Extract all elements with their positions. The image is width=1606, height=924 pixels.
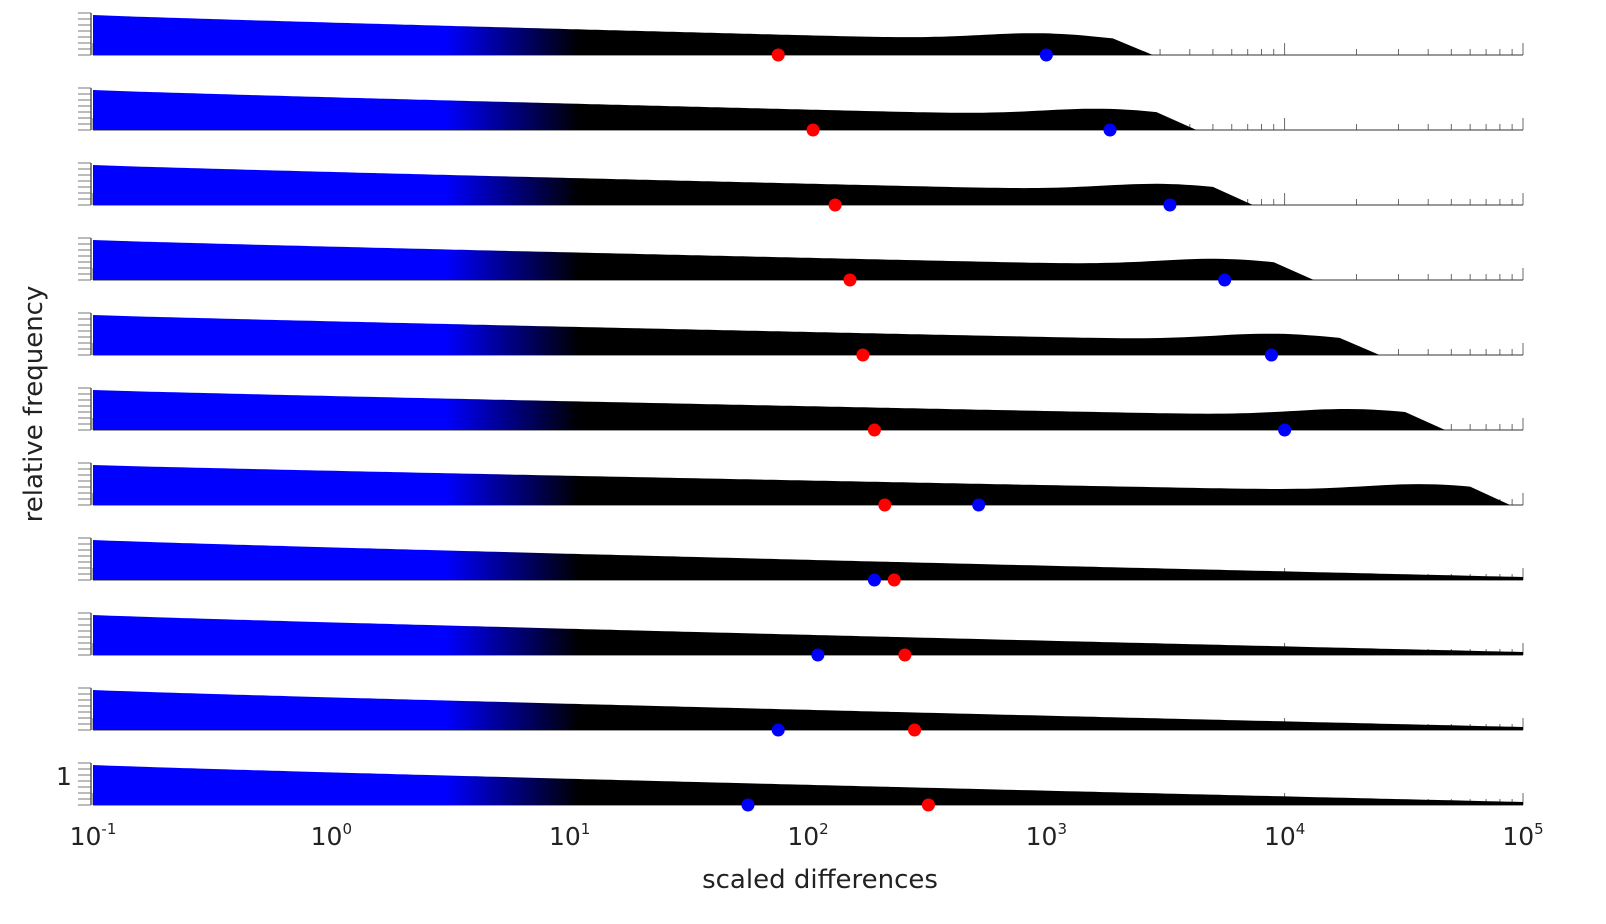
panel-distribution-area [93,765,1523,805]
blue-marker [1039,48,1053,62]
panel-2 [78,87,1524,137]
panel-7 [78,462,1524,512]
panel-3 [78,162,1524,212]
panel-distribution-area [93,15,1153,55]
red-marker [856,348,870,362]
panel-distribution-area [93,540,1523,580]
blue-marker [741,798,755,812]
panel-distribution-area [93,315,1380,355]
red-marker [921,798,935,812]
red-marker [843,273,857,287]
panel-10 [78,687,1524,737]
blue-marker [1218,273,1232,287]
blue-marker [1278,423,1292,437]
red-marker [828,198,842,212]
panel-11 [78,762,1524,812]
x-axis-title: scaled differences [702,865,938,895]
panel-9 [78,612,1524,662]
histogram-panels [78,12,1524,812]
red-marker [898,648,912,662]
panel-1 [78,12,1524,62]
red-marker [806,123,820,137]
x-tick-label: 10-1 [70,820,117,851]
x-tick-label: 102 [787,820,828,851]
x-tick-label: 103 [1026,820,1067,851]
red-marker [867,423,881,437]
panel-8 [78,537,1524,587]
panel-6 [78,387,1524,437]
blue-marker [867,573,881,587]
x-axis: 10-1 100 101 102 103 104 105 [70,820,1544,851]
x-tick-label: 101 [549,820,590,851]
panel-distribution-area [93,240,1314,280]
red-marker [771,48,785,62]
panel-4 [78,237,1524,287]
blue-marker [1264,348,1278,362]
red-marker [887,573,901,587]
x-tick-label: 105 [1502,820,1543,851]
blue-marker [811,648,825,662]
x-tick-label: 104 [1264,820,1305,851]
y-tick-label: 1 [56,762,72,791]
blue-marker [972,498,986,512]
blue-marker [1103,123,1117,137]
blue-marker [771,723,785,737]
panel-distribution-area [93,615,1523,655]
panel-5 [78,312,1524,362]
blue-marker [1163,198,1177,212]
panel-distribution-area [93,90,1197,130]
y-axis-title: relative frequency [19,286,49,523]
x-tick-label: 100 [311,820,352,851]
panel-distribution-area [93,165,1253,205]
panel-distribution-area [93,390,1446,430]
red-marker [878,498,892,512]
panel-distribution-area [93,690,1523,730]
panel-distribution-area [93,465,1511,505]
red-marker [908,723,922,737]
